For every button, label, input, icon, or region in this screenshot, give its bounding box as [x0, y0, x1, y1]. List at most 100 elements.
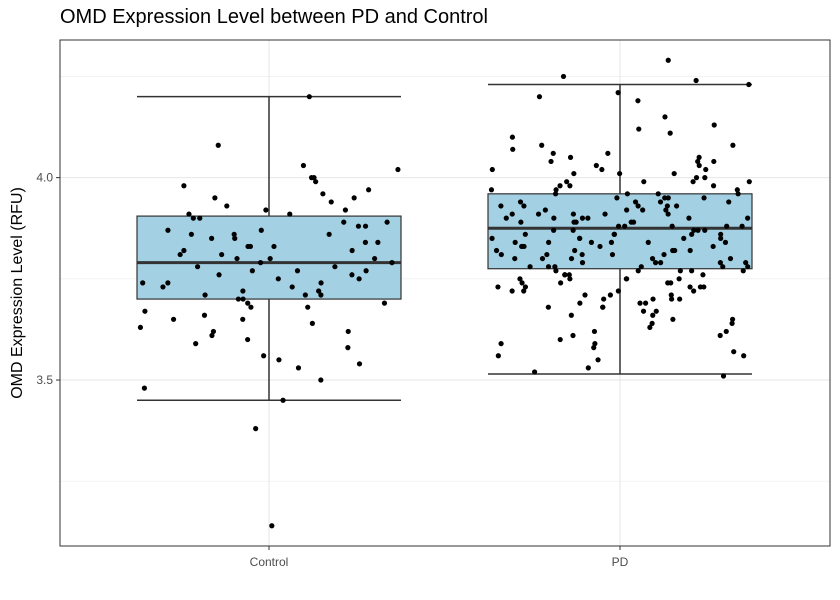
- data-point: [720, 373, 727, 379]
- data-point: [190, 215, 196, 221]
- data-point: [746, 179, 752, 185]
- data-point: [689, 231, 695, 237]
- data-point: [545, 304, 551, 310]
- data-point: [703, 166, 709, 173]
- data-point: [517, 276, 523, 282]
- data-point: [571, 219, 577, 225]
- data-point: [615, 223, 622, 229]
- data-point: [170, 316, 177, 322]
- data-point: [608, 239, 615, 245]
- x-axis-ticks: Control PD: [250, 546, 629, 569]
- data-point: [637, 300, 643, 306]
- data-point: [710, 183, 717, 189]
- data-point: [165, 280, 171, 286]
- data-point: [552, 191, 559, 197]
- chart-title: OMD Expression Level between PD and Cont…: [60, 6, 488, 28]
- box-iqr: [487, 193, 753, 270]
- data-point: [650, 296, 656, 302]
- data-point: [289, 284, 295, 290]
- data-point: [522, 231, 528, 237]
- data-point: [197, 215, 203, 221]
- data-point: [381, 300, 388, 306]
- data-point: [676, 276, 682, 282]
- data-point: [567, 154, 574, 160]
- data-point: [356, 276, 362, 282]
- data-point: [202, 292, 208, 298]
- data-point: [212, 195, 218, 201]
- data-point: [539, 255, 546, 262]
- data-point: [600, 304, 606, 310]
- data-point: [362, 223, 369, 229]
- data-point: [137, 324, 144, 331]
- data-point: [247, 243, 254, 250]
- data-point: [215, 142, 221, 148]
- data-point: [653, 308, 659, 314]
- data-point: [294, 268, 301, 274]
- data-point: [519, 243, 525, 250]
- data-point: [553, 187, 559, 193]
- data-point: [142, 308, 148, 314]
- data-point: [355, 223, 362, 229]
- data-point: [657, 199, 664, 205]
- data-point: [624, 276, 630, 282]
- data-point: [562, 272, 568, 278]
- data-point: [313, 179, 319, 185]
- data-point: [493, 247, 500, 254]
- data-point: [687, 247, 693, 254]
- data-point: [745, 215, 751, 221]
- data-point: [509, 134, 516, 140]
- data-point: [349, 247, 355, 254]
- data-point: [509, 211, 515, 217]
- data-point: [731, 349, 737, 355]
- data-point: [558, 280, 564, 286]
- data-point: [300, 162, 307, 169]
- data-point: [641, 179, 647, 185]
- data-point: [642, 300, 649, 306]
- data-point: [363, 268, 369, 274]
- data-point: [326, 231, 332, 237]
- data-point: [635, 203, 641, 209]
- data-point: [585, 365, 591, 371]
- x-tick-label: Control: [250, 555, 289, 569]
- data-point: [677, 268, 683, 274]
- data-point: [216, 272, 222, 278]
- data-point: [624, 207, 630, 213]
- data-point: [165, 227, 171, 233]
- data-point: [649, 320, 655, 326]
- data-point: [729, 320, 735, 326]
- data-point: [595, 357, 601, 363]
- x-tick-label: PD: [612, 555, 629, 569]
- data-point: [717, 332, 723, 339]
- data-point: [234, 255, 240, 262]
- data-point: [240, 296, 246, 302]
- data-point: [592, 341, 598, 347]
- data-point: [141, 385, 148, 391]
- data-point: [295, 365, 302, 371]
- data-point: [718, 231, 724, 237]
- data-point: [570, 332, 576, 339]
- data-point: [740, 268, 746, 274]
- data-point: [636, 126, 642, 132]
- data-point: [726, 199, 732, 205]
- data-point: [519, 280, 525, 286]
- data-point: [181, 247, 187, 254]
- data-point: [389, 260, 395, 266]
- data-point: [722, 239, 729, 245]
- data-point: [602, 211, 608, 217]
- point-layer: [137, 57, 752, 529]
- box-layer: [136, 193, 753, 300]
- data-point: [605, 150, 611, 156]
- data-point: [356, 361, 363, 367]
- data-point: [201, 312, 208, 318]
- data-point: [669, 296, 675, 302]
- data-point: [568, 255, 575, 262]
- data-point: [231, 231, 237, 237]
- data-point: [640, 207, 646, 213]
- data-point: [551, 227, 557, 233]
- data-point: [687, 284, 693, 290]
- data-point: [160, 284, 166, 290]
- data-point: [517, 199, 524, 205]
- data-point: [512, 239, 518, 245]
- data-point: [342, 207, 349, 213]
